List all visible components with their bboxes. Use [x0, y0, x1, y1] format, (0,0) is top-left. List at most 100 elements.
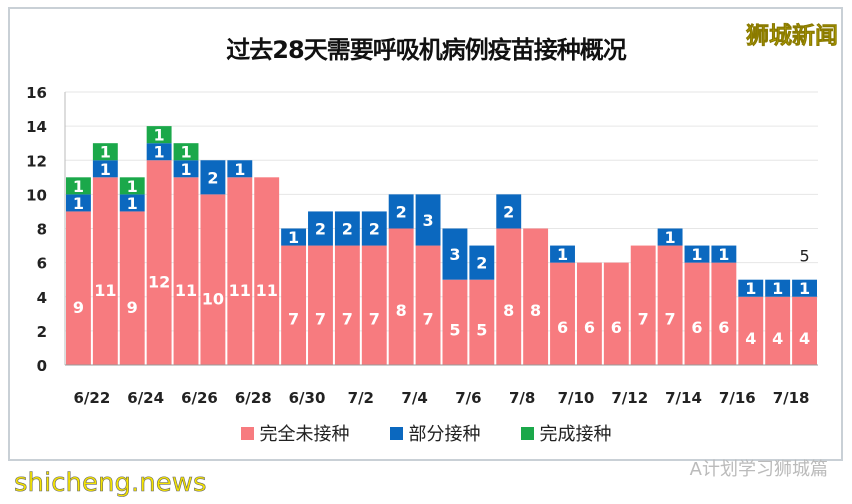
bar-segment [173, 177, 199, 365]
data-label: 1 [234, 160, 245, 179]
x-tick-label: 7/4 [401, 389, 427, 407]
bar-segment [361, 211, 387, 246]
legend-item-unvaccinated: 完全未接种 [240, 420, 350, 446]
bar-segment [442, 228, 468, 280]
x-tick-label: 7/2 [348, 389, 374, 407]
y-tick-label: 6 [37, 255, 47, 273]
legend: 完全未接种 部分接种 完成接种 [0, 420, 852, 446]
x-tick-label: 7/14 [665, 389, 702, 407]
x-tick-label: 7/10 [558, 389, 595, 407]
legend-swatch [520, 426, 534, 440]
data-label: 7 [342, 309, 353, 328]
data-label: 1 [154, 126, 165, 145]
data-label: 1 [772, 279, 783, 298]
bar-segment [496, 194, 522, 229]
bar-segment [765, 279, 791, 297]
data-label: 2 [315, 220, 326, 239]
data-label: 1 [154, 143, 165, 162]
data-label: 11 [175, 281, 197, 300]
data-label: 8 [503, 301, 514, 320]
bar-segment [200, 160, 226, 195]
wechat-source: A计划学习狮城篇 [689, 459, 828, 480]
data-label: 10 [202, 290, 224, 309]
bar-segment [200, 194, 226, 365]
legend-label: 完全未接种 [259, 424, 350, 445]
logo: 狮城新闻 [746, 23, 839, 50]
data-label: 1 [127, 177, 138, 196]
bar-segment [657, 245, 683, 365]
y-tick-label: 0 [37, 357, 47, 375]
x-tick-label: 6/26 [181, 389, 218, 407]
bar-segment [469, 279, 495, 365]
bar-segment [442, 279, 468, 365]
data-label: 11 [229, 281, 251, 300]
data-label: 1 [718, 245, 729, 264]
y-tick-label: 4 [37, 289, 47, 307]
data-label: 3 [449, 245, 460, 264]
data-label: 7 [638, 309, 649, 328]
y-tick-label: 10 [26, 186, 47, 204]
data-label: 2 [207, 168, 218, 187]
bar-segment [550, 262, 575, 365]
bar-segment [334, 211, 360, 246]
bar-segment [684, 262, 710, 365]
data-label: 1 [73, 177, 84, 196]
data-label: 1 [799, 279, 810, 298]
bar-segment [173, 143, 199, 161]
data-label: 6 [557, 318, 568, 337]
bar-segment [523, 228, 549, 365]
chart-frame [8, 7, 843, 461]
bar-segment [281, 228, 307, 246]
bar-segment [281, 245, 307, 365]
data-label: 6 [691, 318, 702, 337]
bar-segment [66, 211, 91, 365]
data-label: 4 [799, 329, 810, 348]
x-tick-label: 7/18 [773, 389, 810, 407]
data-label: 9 [127, 298, 138, 317]
data-label: 6 [611, 318, 622, 337]
bar-segment [66, 194, 91, 212]
data-label: 2 [476, 254, 487, 273]
bar-segment [66, 177, 91, 195]
data-label: 5 [449, 320, 460, 339]
bar-segment [119, 211, 145, 365]
legend-item-partial: 部分接种 [389, 420, 481, 446]
data-label: 7 [288, 309, 299, 328]
bar-segment [415, 194, 441, 246]
bar-segment [92, 143, 118, 161]
data-label: 4 [745, 329, 756, 348]
data-label: 7 [665, 309, 676, 328]
legend-swatch [389, 426, 403, 440]
bar-segment [711, 262, 737, 365]
x-tick-label: 6/28 [235, 389, 272, 407]
bar-segment [361, 245, 387, 365]
bar-segment [388, 228, 414, 365]
data-label: 9 [73, 298, 84, 317]
data-label: 4 [772, 329, 783, 348]
x-tick-label: 7/8 [509, 389, 535, 407]
total-annotation: 5 [799, 247, 809, 266]
data-label: 11 [94, 281, 116, 300]
y-tick-label: 14 [26, 118, 47, 136]
data-label: 7 [369, 309, 380, 328]
bar-segment [765, 296, 791, 365]
bar-segment [630, 245, 656, 365]
bar-segment [792, 279, 817, 297]
x-tick-label: 7/12 [611, 389, 648, 407]
bar-segment [92, 160, 118, 178]
data-label: 1 [73, 194, 84, 213]
legend-label: 部分接种 [408, 424, 481, 445]
bar-segment [308, 211, 333, 246]
data-label: 6 [718, 318, 729, 337]
bar-segment [738, 279, 764, 297]
bar-segment [119, 194, 145, 212]
bar-segment [308, 245, 333, 365]
data-label: 6 [584, 318, 595, 337]
bar-segment [496, 228, 522, 365]
data-label: 3 [422, 211, 433, 230]
bar-segment [227, 177, 253, 365]
bar-segment [684, 245, 710, 263]
data-label: 1 [127, 194, 138, 213]
bar-segment [146, 126, 172, 144]
